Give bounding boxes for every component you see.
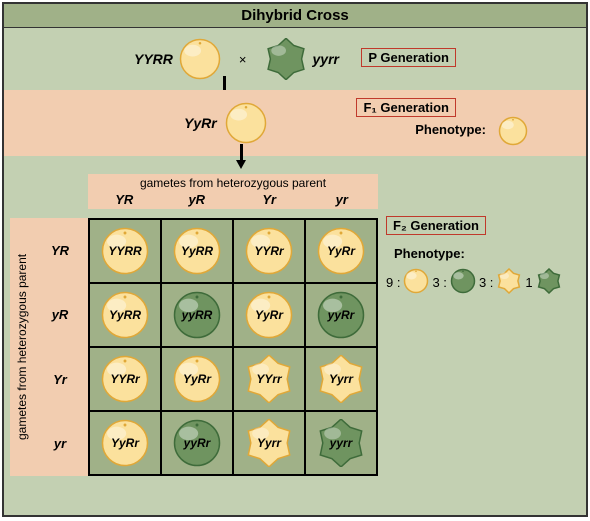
punnett-genotype: YyRr bbox=[183, 372, 211, 386]
gamete-row-3: yr bbox=[32, 412, 88, 477]
ratio-num-1: 3 : bbox=[432, 275, 446, 290]
gamete-row-0: YR bbox=[32, 218, 88, 283]
punnett-genotype: Yyrr bbox=[329, 372, 353, 386]
f1-genotype: YyRr bbox=[184, 115, 217, 131]
f1-pea bbox=[225, 102, 267, 144]
punnett-cell-2-1: YyRr bbox=[161, 347, 233, 411]
punnett-cell-2-2: YYrr bbox=[233, 347, 305, 411]
f2-phenotype-label: Phenotype: bbox=[394, 246, 465, 261]
f1-phenotype-label: Phenotype: bbox=[415, 122, 486, 137]
punnett-cell-1-3: yyRr bbox=[305, 283, 377, 347]
f2-area: gametes from heterozygous parent YRyRYry… bbox=[4, 156, 586, 515]
punnett-cell-3-2: Yyrr bbox=[233, 411, 305, 475]
gamete-row-1: yR bbox=[32, 283, 88, 348]
punnett-genotype: YyRr bbox=[255, 308, 283, 322]
title-bar: Dihybrid Cross bbox=[4, 4, 586, 28]
gamete-col-1: yR bbox=[161, 190, 234, 209]
punnett-genotype: YYrr bbox=[256, 372, 281, 386]
gametes-header-text: gametes from heterozygous parent bbox=[88, 176, 378, 190]
punnett-cell-2-3: Yyrr bbox=[305, 347, 377, 411]
punnett-square: YYRR YyRR YYRr YyRr YyRR yyRR YyRr bbox=[88, 218, 378, 476]
punnett-genotype: YyRR bbox=[109, 308, 141, 322]
diagram-frame: Dihybrid Cross YYRR × yyrr P Generation … bbox=[2, 2, 588, 517]
parent1-genotype: YYRR bbox=[134, 51, 173, 67]
gamete-row-labels: YRyRYryr bbox=[32, 218, 88, 476]
gamete-col-0: YR bbox=[88, 190, 161, 209]
gametes-header: gametes from heterozygous parent YRyRYry… bbox=[88, 174, 378, 209]
punnett-cell-1-0: YyRR bbox=[89, 283, 161, 347]
punnett-cell-0-1: YyRR bbox=[161, 219, 233, 283]
punnett-genotype: YyRr bbox=[111, 436, 139, 450]
gamete-row-2: Yr bbox=[32, 347, 88, 412]
ratio-pea-3 bbox=[536, 268, 562, 297]
gametes-side: gametes from heterozygous parent YRyRYry… bbox=[10, 218, 88, 476]
f1-phenotype-pea bbox=[498, 116, 528, 146]
punnett-cell-3-3: yyrr bbox=[305, 411, 377, 475]
punnett-genotype: yyRR bbox=[182, 308, 213, 322]
f1-offspring: YyRr bbox=[184, 102, 267, 144]
gametes-side-text: gametes from heterozygous parent bbox=[12, 218, 32, 476]
punnett-genotype: YYRr bbox=[254, 244, 283, 258]
f2-phenotype-ratio: 9 : 3 : 3 : 1 bbox=[386, 268, 562, 297]
punnett-cell-1-1: yyRR bbox=[161, 283, 233, 347]
punnett-cell-1-2: YyRr bbox=[233, 283, 305, 347]
punnett-genotype: Yyrr bbox=[257, 436, 281, 450]
punnett-genotype: yyRr bbox=[328, 308, 355, 322]
punnett-cell-0-2: YYRr bbox=[233, 219, 305, 283]
punnett-genotype: YYRr bbox=[110, 372, 139, 386]
punnett-genotype: yyRr bbox=[184, 436, 211, 450]
f2-generation-label: F₂ Generation bbox=[386, 216, 486, 235]
ratio-num-2: 3 : bbox=[479, 275, 493, 290]
punnett-genotype: yyrr bbox=[330, 436, 353, 450]
parent-2: yyrr bbox=[265, 38, 339, 80]
punnett-cell-0-3: YyRr bbox=[305, 219, 377, 283]
ratio-pea-1 bbox=[450, 268, 476, 297]
punnett-genotype: YYRR bbox=[108, 244, 141, 258]
p-generation-row: YYRR × yyrr P Generation bbox=[4, 28, 586, 90]
f1-generation-label: F₁ Generation bbox=[356, 98, 456, 117]
punnett-cell-2-0: YYRr bbox=[89, 347, 161, 411]
parent-1: YYRR bbox=[134, 38, 221, 80]
punnett-cell-0-0: YYRR bbox=[89, 219, 161, 283]
gamete-col-2: Yr bbox=[233, 190, 306, 209]
p-generation-label: P Generation bbox=[361, 48, 456, 67]
parent2-genotype: yyrr bbox=[313, 51, 339, 67]
punnett-cell-3-1: yyRr bbox=[161, 411, 233, 475]
ratio-pea-0 bbox=[403, 268, 429, 297]
punnett-genotype: YyRR bbox=[181, 244, 213, 258]
gamete-column-labels: YRyRYryr bbox=[88, 190, 378, 209]
ratio-num-0: 9 : bbox=[386, 275, 400, 290]
punnett-cell-3-0: YyRr bbox=[89, 411, 161, 475]
parent2-pea bbox=[265, 38, 307, 80]
punnett-genotype: YyRr bbox=[327, 244, 355, 258]
ratio-num-3: 1 bbox=[525, 275, 532, 290]
ratio-pea-2 bbox=[496, 268, 522, 297]
parent1-pea bbox=[179, 38, 221, 80]
gamete-col-3: yr bbox=[306, 190, 379, 209]
f1-generation-row: YyRr F₁ Generation Phenotype: bbox=[4, 90, 586, 156]
cross-symbol: × bbox=[239, 52, 247, 67]
